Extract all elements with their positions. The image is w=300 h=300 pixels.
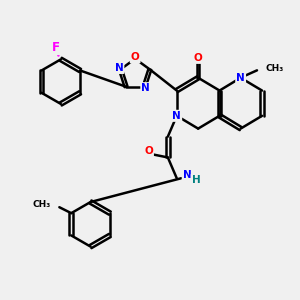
Text: H: H [192,175,200,185]
Text: N: N [172,111,181,121]
Text: CH₃: CH₃ [32,200,50,209]
Text: N: N [183,170,191,180]
Text: O: O [131,52,140,62]
Text: CH₃: CH₃ [266,64,284,74]
Text: N: N [236,73,245,83]
Text: O: O [144,146,153,157]
Text: N: N [115,63,123,73]
Text: O: O [194,53,203,63]
Text: F: F [52,41,60,54]
Text: N: N [141,83,150,93]
